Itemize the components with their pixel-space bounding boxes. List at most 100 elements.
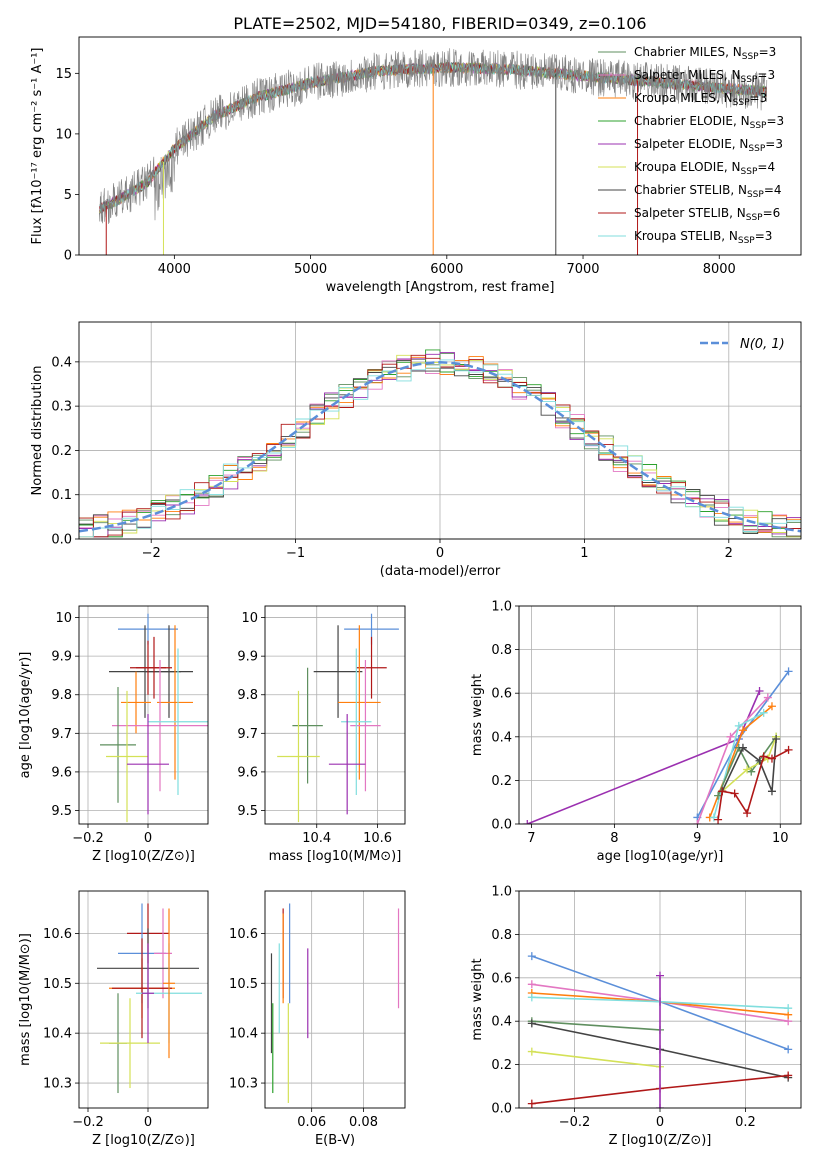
weight-marker <box>767 754 776 763</box>
x-tick-label: 8 <box>610 831 618 846</box>
legend: N(0, 1) <box>700 337 785 352</box>
x-tick-label: 10.4 <box>302 831 331 846</box>
observed-spectrum <box>99 48 768 225</box>
y-tick-label: 0.4 <box>51 355 72 370</box>
weight-marker <box>730 789 739 798</box>
x-tick-label: −2 <box>142 546 161 561</box>
y-tick-label: 0.2 <box>51 444 72 459</box>
y-tick-label: 0.4 <box>491 730 512 745</box>
axes-frame <box>518 890 802 1109</box>
weight-marker <box>718 787 727 796</box>
weight-marker <box>656 971 664 980</box>
panel-residuals: −2 −1 0 1 2 0.0 0.1 0.2 0.3 0.4 (data-model)/error… <box>30 321 802 579</box>
y-tick-label: 0.8 <box>491 928 512 943</box>
panel-mass_vs_Z: −0.2 0 10.3 10.4 10.5 10.6 Z [log10(Z/Z⊙)] mass… <box>18 890 209 1148</box>
y-tick-label: 10.3 <box>229 1077 258 1092</box>
axes-frame <box>78 605 209 825</box>
panel-spectrum: 4000 5000 6000 7000 8000 0 5 10 15 wavelength [An… <box>30 36 802 295</box>
y-tick-label: 0.6 <box>491 687 512 702</box>
legend-entry: Kroupa ELODIE, NSSP=4 <box>634 160 775 177</box>
y-tick-label: 10.4 <box>43 1027 72 1042</box>
plot-area <box>100 613 208 823</box>
x-tick-label: 0.08 <box>349 1115 378 1130</box>
legend-entry: Salpeter ELODIE, NSSP=3 <box>634 137 783 154</box>
y-tick-label: 0.0 <box>491 1102 512 1117</box>
x-tick-label: 7 <box>527 831 535 846</box>
y-tick-label: 9.9 <box>51 650 72 665</box>
x-tick-label: 1 <box>580 546 588 561</box>
x-tick-label: 0.2 <box>735 1115 756 1130</box>
weight-marker <box>693 820 702 824</box>
x-axis-label: Z [log10(Z/Z⊙)] <box>92 849 195 864</box>
weight-line-chabrier_miles <box>531 1020 661 1031</box>
plot-area <box>277 613 399 823</box>
x-axis-label: mass [log10(M/M⊙)] <box>269 849 402 864</box>
y-tick-label: 1.0 <box>491 600 512 615</box>
axes-frame <box>78 36 802 256</box>
weight-marker <box>738 743 747 752</box>
x-tick-label: 0 <box>436 546 444 561</box>
spectrum-title: PLATE=2502, MJD=54180, FIBERID=0349, z=0… <box>233 14 646 33</box>
y-tick-label: 9.7 <box>51 727 72 742</box>
axes-frame <box>78 321 802 540</box>
weight-marker <box>714 791 723 800</box>
y-tick-label: 5 <box>64 188 72 203</box>
weight-marker <box>527 952 536 961</box>
panel-mass_vs_ebv: 0.06 0.08 10.3 10.4 10.5 10.6 E(B-V) <box>229 890 406 1148</box>
weight-marker <box>763 693 772 702</box>
plot-area <box>270 903 400 1104</box>
x-tick-label: 10.6 <box>363 831 392 846</box>
weight-marker <box>523 820 532 824</box>
x-axis-label: E(B-V) <box>315 1133 355 1148</box>
weight-marker <box>767 787 776 796</box>
weight-marker <box>772 734 781 743</box>
x-tick-label: 7000 <box>566 262 599 277</box>
weight-marker <box>527 980 536 989</box>
weight-line-kroupa_elodie <box>721 736 777 792</box>
plot-area <box>99 48 768 255</box>
y-tick-label: 10.5 <box>43 977 72 992</box>
gaussian-curve <box>79 361 801 533</box>
y-tick-label: 10.6 <box>229 927 258 942</box>
weight-marker <box>784 1071 793 1080</box>
panel-weight_vs_Z: −0.2 0 0.2 0.0 0.2 0.4 0.6 0.8 1.0 Z [log10(Z/Z⊙)… <box>470 885 802 1148</box>
y-tick-label: 1.0 <box>491 885 512 900</box>
x-axis-label: (data-model)/error <box>380 564 501 579</box>
weight-marker <box>714 815 723 824</box>
x-tick-label: 10 <box>772 831 789 846</box>
legend: Chabrier MILES, NSSP=3 Salpeter MILES, NS… <box>598 45 784 246</box>
y-tick-label: 9.8 <box>51 688 72 703</box>
weight-marker <box>527 1099 536 1108</box>
y-tick-label: 10 <box>241 611 258 626</box>
legend-entry: Kroupa STELIB, NSSP=3 <box>634 229 772 246</box>
y-tick-label: 9.7 <box>237 727 258 742</box>
y-axis-label: Flux [fλ10⁻¹⁷ erg cm⁻² s⁻¹ A⁻¹] <box>30 48 45 245</box>
plot-area <box>523 667 793 824</box>
weight-marker <box>743 809 752 818</box>
y-tick-label: 10.3 <box>43 1077 72 1092</box>
x-axis-label: wavelength [Angstrom, rest frame] <box>326 280 555 295</box>
x-tick-label: 0.06 <box>297 1115 326 1130</box>
y-tick-label: 10.4 <box>229 1027 258 1042</box>
weight-marker <box>784 1045 793 1054</box>
y-tick-label: 10.6 <box>43 927 72 942</box>
x-tick-label: 0 <box>144 831 152 846</box>
legend-entry: Chabrier MILES, NSSP=3 <box>634 45 776 62</box>
weight-marker <box>527 1019 536 1028</box>
y-tick-label: 0.3 <box>51 400 72 415</box>
x-axis-label: Z [log10(Z/Z⊙)] <box>609 1133 712 1148</box>
weight-marker <box>767 702 776 711</box>
weight-marker <box>738 726 747 735</box>
plot-area <box>79 349 801 538</box>
weight-marker <box>527 993 536 1002</box>
x-tick-label: −0.2 <box>559 1115 591 1130</box>
y-tick-label: 9.6 <box>237 765 258 780</box>
y-tick-label: 0.4 <box>491 1015 512 1030</box>
y-tick-label: 10 <box>55 611 72 626</box>
weight-marker <box>759 708 768 717</box>
panel-age_vs_Z: −0.2 0 9.5 9.6 9.7 9.8 9.9 10 Z [log10(Z/Z⊙)] age… <box>18 605 209 864</box>
y-tick-label: 0.0 <box>51 533 72 548</box>
y-tick-label: 9.9 <box>237 650 258 665</box>
y-axis-label: Normed distribution <box>30 366 45 496</box>
y-tick-label: 0.1 <box>51 488 72 503</box>
